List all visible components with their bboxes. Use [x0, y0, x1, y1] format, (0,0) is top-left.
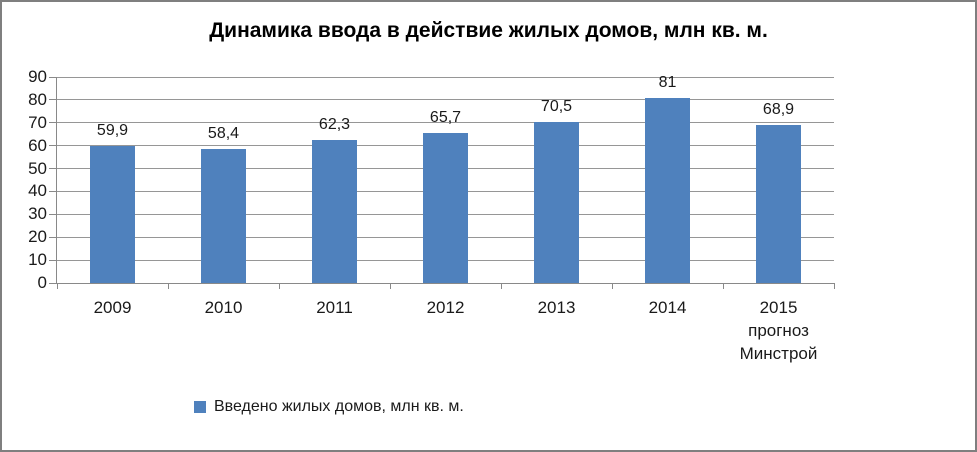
y-axis-label: 20	[28, 227, 47, 247]
y-axis-label: 0	[37, 273, 47, 292]
y-axis-tick	[49, 190, 57, 192]
x-axis-tick	[501, 283, 502, 289]
gridline	[57, 122, 834, 124]
bar-value-label: 68,9	[762, 101, 795, 118]
gridline	[57, 76, 834, 78]
x-axis-tick	[168, 283, 169, 289]
x-axis-label: 2012	[426, 298, 465, 317]
y-axis-tick	[49, 236, 57, 238]
x-axis-label: 2015 прогноз Минстрой	[739, 298, 818, 363]
bar	[201, 149, 246, 283]
y-axis-tick	[49, 282, 57, 284]
gridline	[57, 99, 834, 101]
y-axis-label: 60	[28, 135, 47, 155]
bar-value-label: 58,4	[207, 125, 240, 142]
x-axis-tick	[390, 283, 391, 289]
y-axis-tick	[49, 259, 57, 261]
x-axis-tick	[834, 283, 835, 289]
y-axis-label: 10	[28, 250, 47, 270]
legend: Введено жилых домов, млн кв. м.	[194, 398, 464, 416]
y-axis-tick	[49, 122, 57, 124]
y-axis-tick	[49, 99, 57, 101]
bar-value-label: 70,5	[540, 98, 573, 115]
bar-value-label: 81	[658, 74, 677, 91]
chart-title: Динамика ввода в действие жилых домов, м…	[209, 19, 768, 42]
x-axis-tick	[723, 283, 724, 289]
x-axis-label: 2014	[648, 298, 687, 317]
bar	[423, 133, 468, 283]
x-axis-label: 2009	[93, 298, 132, 317]
x-axis-tick	[612, 283, 613, 289]
y-axis-tick	[49, 168, 57, 170]
bar	[645, 98, 690, 283]
y-axis-tick	[49, 213, 57, 215]
y-axis-tick	[49, 145, 57, 147]
bar-value-label: 59,9	[96, 122, 129, 139]
plot-area: 0 10 20 30 40 50 60 70 80 90 59,9 2009 58,4 2010 62,3 2…	[28, 67, 835, 363]
bar-value-label: 62,3	[318, 116, 351, 133]
x-axis-tick	[279, 283, 280, 289]
x-axis-label: 2010	[204, 298, 243, 317]
legend-label: Введено жилых домов, млн кв. м.	[214, 398, 464, 415]
y-axis-label: 70	[28, 112, 47, 132]
bar-value-label: 65,7	[429, 109, 462, 126]
x-axis-label: 2011	[316, 298, 353, 317]
legend-swatch-icon	[194, 401, 206, 413]
y-axis-label: 80	[28, 89, 47, 109]
bar	[90, 146, 135, 283]
bar	[534, 122, 579, 283]
x-axis-label: 2013	[537, 298, 576, 317]
y-axis-tick	[49, 76, 57, 78]
bar	[756, 125, 801, 283]
y-axis-label: 40	[28, 181, 47, 201]
y-axis-label: 30	[28, 204, 47, 224]
x-axis-tick	[57, 283, 58, 289]
y-axis-label: 90	[28, 67, 47, 86]
y-axis-label: 50	[28, 158, 47, 178]
bar	[312, 140, 357, 283]
